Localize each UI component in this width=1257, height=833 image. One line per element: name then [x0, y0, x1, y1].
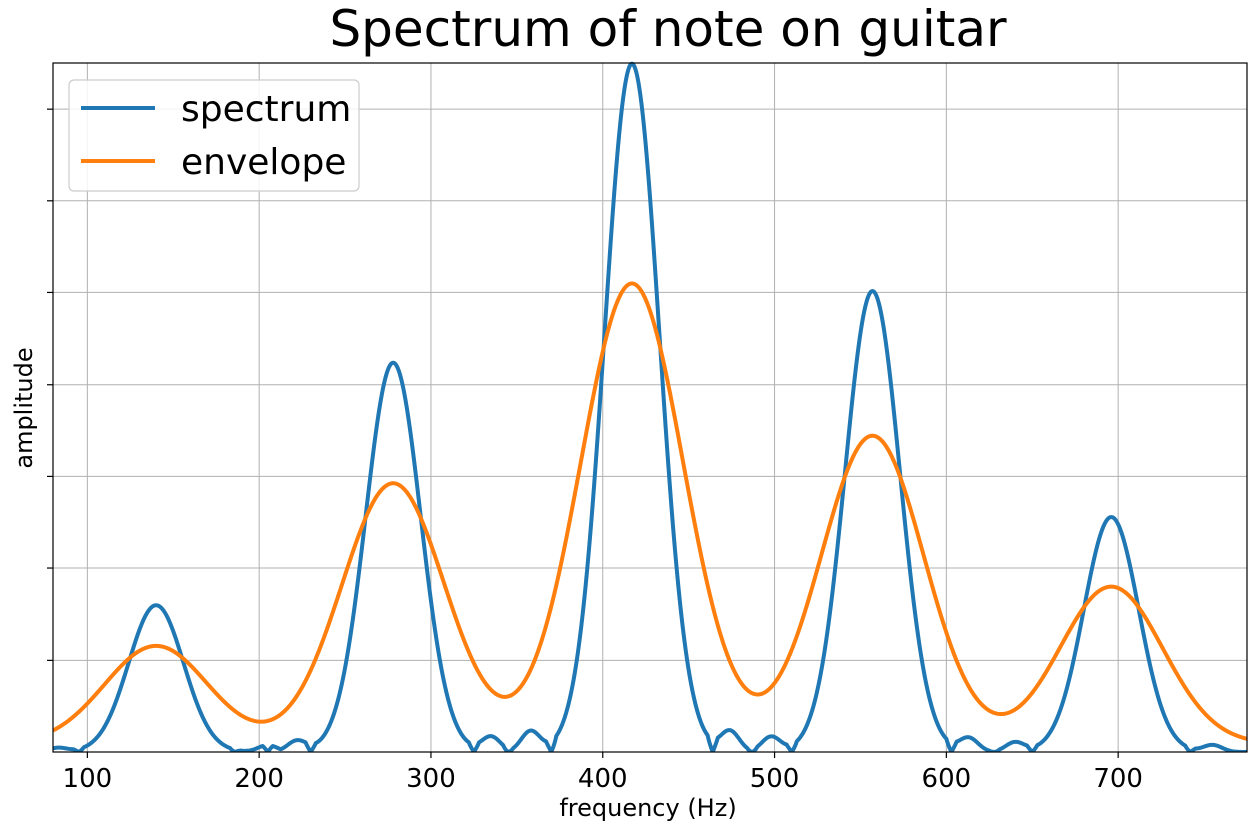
- legend: spectrum envelope: [68, 79, 360, 192]
- x-tick-label: 500: [750, 764, 800, 794]
- chart-title: Spectrum of note on guitar: [329, 0, 1007, 58]
- y-axis: [47, 108, 53, 661]
- x-axis-label: frequency (Hz): [559, 794, 736, 822]
- x-tick-label: 400: [578, 764, 628, 794]
- legend-label-envelope: envelope: [181, 142, 346, 183]
- x-tick-label: 300: [406, 764, 456, 794]
- x-tick-label: 100: [63, 764, 113, 794]
- plot-frame: [52, 62, 1248, 753]
- x-tick-label: 700: [1093, 764, 1143, 794]
- x-tick-label: 200: [234, 764, 284, 794]
- series-line-spectrum: [53, 61, 1247, 752]
- x-tick-label: 600: [922, 764, 972, 794]
- legend-label-spectrum: spectrum: [181, 89, 351, 130]
- plot-lines: [53, 61, 1247, 752]
- series-line-envelope: [53, 281, 1247, 741]
- x-axis: 100 200 300 400 500 600 700: [63, 752, 1143, 794]
- y-axis-label: amplitude: [10, 347, 38, 468]
